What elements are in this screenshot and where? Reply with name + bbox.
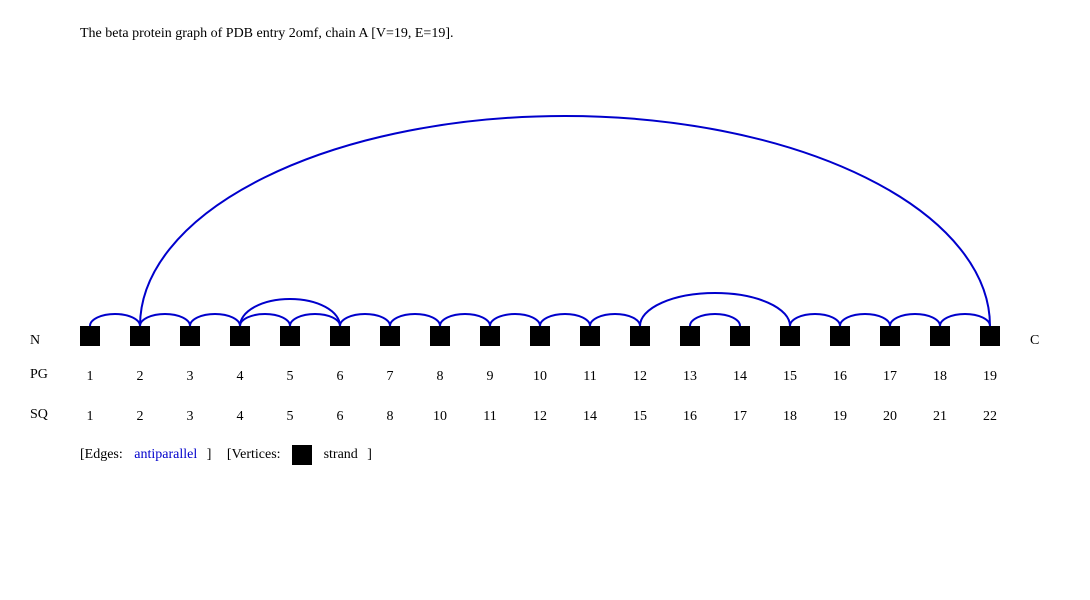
legend: [Edges: antiparallel ] [Vertices: strand… (80, 445, 372, 465)
edge-17-18 (889, 313, 941, 327)
pg-label-1: 1 (87, 369, 94, 384)
sq-label-3: 3 (187, 409, 194, 424)
sq-label-2: 2 (137, 409, 144, 424)
edge-6-7 (339, 313, 391, 327)
edge-2-19 (139, 115, 991, 327)
edge-2-3 (139, 313, 191, 327)
vertex-17 (880, 326, 900, 346)
vertex-12 (630, 326, 650, 346)
pg-label-12: 12 (633, 369, 647, 384)
sq-label-21: 21 (933, 409, 947, 424)
sq-label-17: 17 (733, 409, 747, 424)
vertex-5 (280, 326, 300, 346)
edge-18-19 (939, 313, 991, 327)
pg-label-16: 16 (833, 369, 847, 384)
legend-vertex-swatch (292, 445, 313, 465)
legend-edges-close: ] (206, 447, 212, 462)
pg-label-9: 9 (487, 369, 494, 384)
edge-10-11 (539, 313, 591, 327)
legend-vertices-close: ] (367, 447, 372, 462)
sq-label-15: 15 (633, 409, 647, 424)
legend-vertices-open: [Vertices: (226, 447, 281, 462)
pg-label-18: 18 (933, 369, 947, 384)
pg-row-label: PG (30, 367, 48, 382)
vertex-13 (680, 326, 700, 346)
edge-16-17 (839, 313, 891, 327)
sq-label-5: 5 (287, 409, 294, 424)
sq-label-16: 16 (683, 409, 697, 424)
n-terminus-label: N (30, 333, 41, 348)
pg-label-17: 17 (883, 369, 897, 384)
vertex-8 (430, 326, 450, 346)
pg-label-10: 10 (533, 369, 547, 384)
vertex-9 (480, 326, 500, 346)
pg-label-6: 6 (337, 369, 344, 384)
sq-label-12: 12 (533, 409, 547, 424)
pg-label-7: 7 (387, 369, 394, 384)
graph-title: The beta protein graph of PDB entry 2omf… (80, 26, 454, 41)
legend-edges-open: [Edges: (80, 447, 123, 462)
edge-7-8 (389, 313, 441, 327)
vertex-6 (330, 326, 350, 346)
edge-13-14 (689, 313, 741, 327)
vertex-11 (580, 326, 600, 346)
sq-label-4: 4 (237, 409, 244, 424)
pg-label-5: 5 (287, 369, 294, 384)
edge-3-4 (189, 313, 241, 327)
legend-edge-type: antiparallel (134, 447, 198, 462)
vertex-15 (780, 326, 800, 346)
sq-label-11: 11 (483, 409, 496, 424)
pg-label-4: 4 (237, 369, 244, 384)
sq-row-label: SQ (30, 407, 48, 422)
sq-label-1: 1 (87, 409, 94, 424)
edge-15-16 (789, 313, 841, 327)
edge-1-2 (89, 313, 141, 327)
edge-8-9 (439, 313, 491, 327)
legend-vertex-type: strand (323, 447, 358, 462)
vertex-3 (180, 326, 200, 346)
vertex-14 (730, 326, 750, 346)
pg-label-2: 2 (137, 369, 144, 384)
pg-label-15: 15 (783, 369, 797, 384)
vertex-18 (930, 326, 950, 346)
pg-label-11: 11 (583, 369, 596, 384)
vertex-16 (830, 326, 850, 346)
vertex-7 (380, 326, 400, 346)
pg-label-8: 8 (437, 369, 444, 384)
sq-label-22: 22 (983, 409, 997, 424)
sq-label-19: 19 (833, 409, 847, 424)
vertex-10 (530, 326, 550, 346)
vertex-1 (80, 326, 100, 346)
edge-4-6 (239, 298, 341, 327)
pg-label-19: 19 (983, 369, 997, 384)
sq-label-20: 20 (883, 409, 897, 424)
sq-label-18: 18 (783, 409, 797, 424)
edge-9-10 (489, 313, 541, 327)
pg-label-3: 3 (187, 369, 194, 384)
vertex-19 (980, 326, 1000, 346)
pg-label-13: 13 (683, 369, 697, 384)
sq-label-10: 10 (433, 409, 447, 424)
vertex-4 (230, 326, 250, 346)
sq-label-8: 8 (387, 409, 394, 424)
c-terminus-label: C (1030, 333, 1040, 348)
edge-11-12 (589, 313, 641, 327)
edge-4-5 (239, 313, 291, 327)
sq-label-6: 6 (337, 409, 344, 424)
edge-5-6 (289, 313, 341, 327)
pg-label-14: 14 (733, 369, 747, 384)
sq-label-14: 14 (583, 409, 597, 424)
edge-12-15 (639, 292, 791, 327)
vertex-2 (130, 326, 150, 346)
